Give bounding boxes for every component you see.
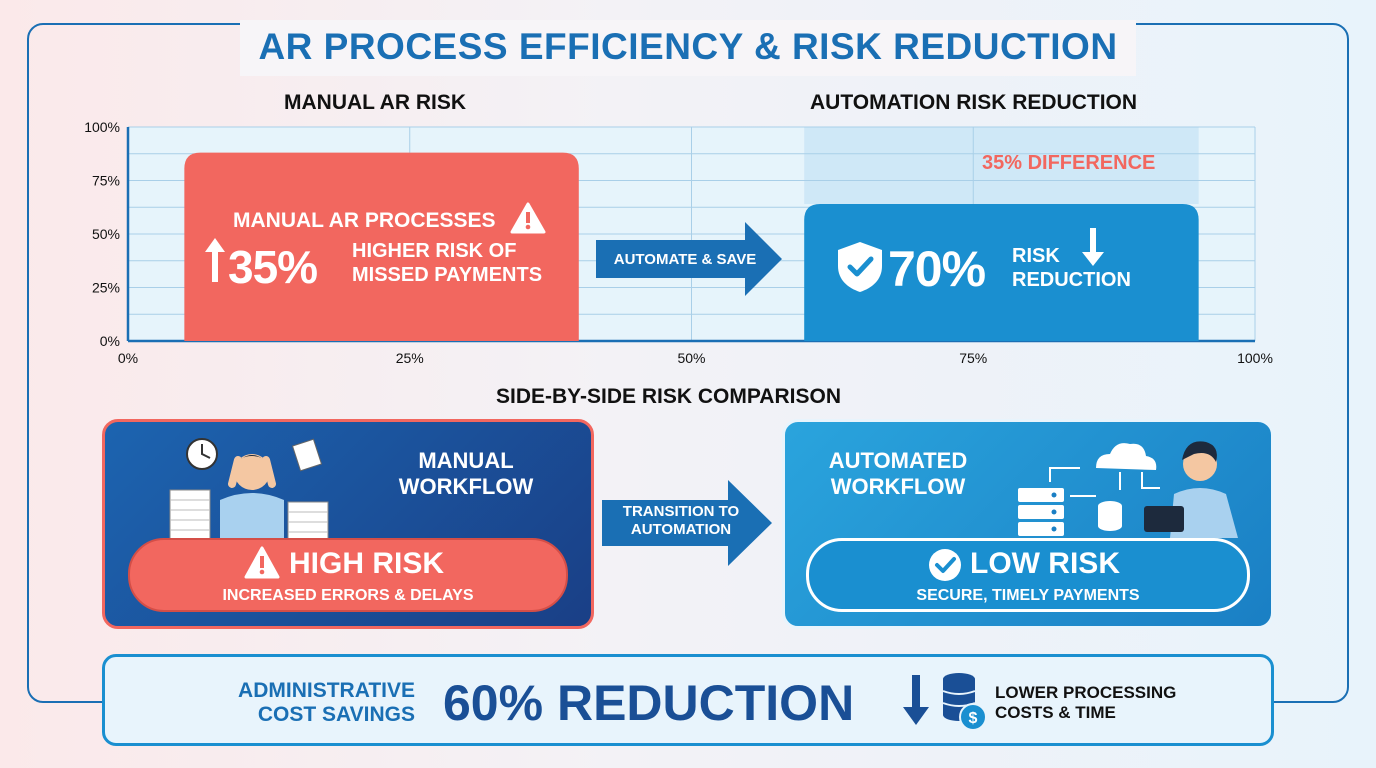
- highlight-label: 35% DIFFERENCE: [982, 152, 1156, 174]
- cost-savings-banner: ADMINISTRATIVE COST SAVINGS 60% REDUCTIO…: [102, 654, 1274, 746]
- comparison-heading: SIDE-BY-SIDE RISK COMPARISON: [496, 385, 841, 408]
- automation-bar-desc2: REDUCTION: [1012, 269, 1131, 291]
- warning-icon: [510, 202, 546, 234]
- automated-title-line1: AUTOMATED: [828, 448, 968, 473]
- y-tick-label: 0%: [100, 333, 120, 349]
- svg-text:$: $: [969, 710, 978, 727]
- coins-dollar-icon: $: [942, 673, 987, 731]
- page-title: AR PROCESS EFFICIENCY & RISK REDUCTION: [258, 26, 1118, 67]
- x-tick-label: 50%: [677, 350, 705, 366]
- high-risk-sub: INCREASED ERRORS & DELAYS: [222, 587, 474, 604]
- cost-savings-label-line1: ADMINISTRATIVE: [238, 679, 415, 702]
- automation-bar-desc1: RISK: [1012, 245, 1060, 267]
- x-tick-label: 0%: [118, 350, 138, 366]
- cost-reduction-figure: 60% REDUCTION: [443, 675, 855, 731]
- high-risk-pill: [128, 538, 568, 612]
- down-arrow-cost-icon: [903, 675, 929, 725]
- automation-bar-big: 70%: [888, 241, 986, 297]
- transition-label-line1: TRANSITION TO: [622, 503, 740, 520]
- low-risk-pill: [806, 538, 1250, 612]
- title-background: [240, 20, 1136, 76]
- y-tick-label: 75%: [92, 173, 120, 189]
- y-tick-label: 50%: [92, 226, 120, 242]
- high-risk-label: HIGH RISK: [289, 547, 445, 580]
- y-tick-label: 100%: [84, 119, 120, 135]
- high-risk-warning-icon: [244, 546, 280, 579]
- server-icon: [1018, 488, 1064, 502]
- automate-arrow-label: AUTOMATE & SAVE: [613, 251, 757, 268]
- x-tick-label: 25%: [396, 350, 424, 366]
- manual-bar-desc2: MISSED PAYMENTS: [352, 264, 543, 286]
- manual-bar-big: 35%: [228, 241, 318, 293]
- cost-desc-line2: COSTS & TIME: [995, 703, 1116, 722]
- manual-title-line1: MANUAL: [418, 448, 514, 473]
- transition-arrow: [602, 480, 772, 566]
- manual-bar: [184, 152, 579, 341]
- manual-title-line2: WORKFLOW: [398, 474, 534, 499]
- manual-bar-desc1: HIGHER RISK OF: [352, 240, 517, 262]
- y-tick-label: 25%: [92, 280, 120, 296]
- automation-bar: [804, 204, 1199, 341]
- stressed-worker-illustration: [169, 438, 329, 541]
- risk-chart: 0% 25% 50% 75% 100% 0% 25% 50% 75% 100%: [84, 119, 1273, 366]
- x-tick-label: 100%: [1237, 350, 1273, 366]
- manual-bar-line1: MANUAL AR PROCESSES: [233, 209, 496, 232]
- manual-risk-heading: MANUAL AR RISK: [284, 91, 466, 114]
- cost-savings-label-line2: COST SAVINGS: [257, 703, 415, 726]
- transition-label-line2: AUTOMATION: [630, 521, 732, 538]
- shield-icon: [838, 242, 882, 292]
- cloud-icon: [1096, 443, 1157, 470]
- x-tick-label: 75%: [959, 350, 987, 366]
- low-risk-label: LOW RISK: [970, 547, 1120, 580]
- up-arrow-icon: [205, 238, 225, 282]
- cost-desc-line1: LOWER PROCESSING: [995, 683, 1177, 702]
- difference-highlight: [804, 127, 1199, 205]
- check-circle-icon: [929, 549, 961, 581]
- low-risk-sub: SECURE, TIMELY PAYMENTS: [916, 587, 1140, 604]
- automation-heading: AUTOMATION RISK REDUCTION: [810, 91, 1138, 114]
- down-arrow-icon: [1082, 228, 1104, 266]
- automated-title-line2: WORKFLOW: [830, 474, 966, 499]
- automate-arrow: [596, 222, 782, 296]
- automation-illustration: [1018, 441, 1238, 538]
